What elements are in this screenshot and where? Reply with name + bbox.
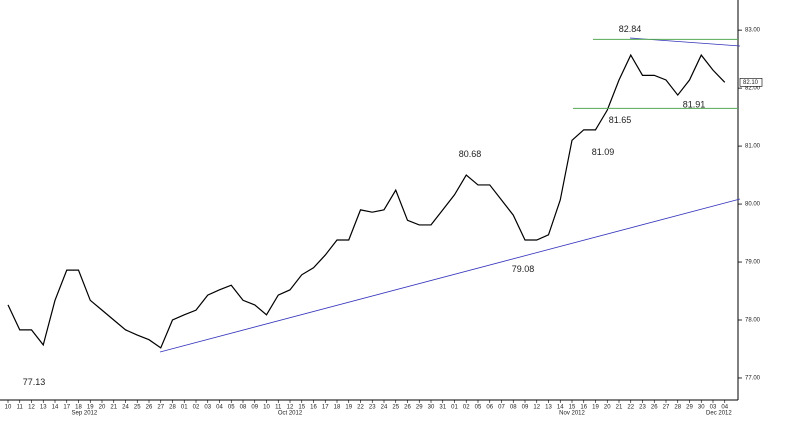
price-annotation: 81.09 xyxy=(592,147,615,157)
price-annotation: 82.84 xyxy=(619,24,642,34)
x-tick-label: 26 xyxy=(404,405,411,411)
x-tick-label: 17 xyxy=(322,405,329,411)
x-tick-label: 16 xyxy=(580,405,587,411)
x-tick-label: 29 xyxy=(686,405,693,411)
price-line xyxy=(7,53,726,349)
y-tick-label: 79.00 xyxy=(745,260,761,266)
month-label: Nov 2012 xyxy=(559,411,585,417)
x-tick-label: 01 xyxy=(451,405,458,411)
x-tick-label: 30 xyxy=(428,405,435,411)
x-tick-label: 06 xyxy=(486,405,493,411)
x-tick-label: 05 xyxy=(475,405,482,411)
x-tick-label: 23 xyxy=(639,405,646,411)
x-tick-label: 26 xyxy=(651,405,658,411)
x-tick-label: 07 xyxy=(498,405,505,411)
y-tick-label: 77.00 xyxy=(745,376,761,382)
x-tick-label: 17 xyxy=(63,405,70,411)
x-tick-label: 26 xyxy=(146,405,153,411)
x-tick-label: 22 xyxy=(357,405,364,411)
x-tick-label: 19 xyxy=(592,405,599,411)
x-tick-label: 19 xyxy=(87,405,94,411)
month-label: Sep 2012 xyxy=(72,411,98,417)
x-tick-label: 21 xyxy=(616,405,623,411)
y-tick-label: 83.00 xyxy=(745,28,761,34)
x-tick-label: 18 xyxy=(75,405,82,411)
x-tick-label: 20 xyxy=(604,405,611,411)
price-annotation: 81.65 xyxy=(609,115,632,125)
x-tick-label: 24 xyxy=(122,405,129,411)
x-tick-label: 15 xyxy=(569,405,576,411)
x-tick-label: 15 xyxy=(298,405,305,411)
y-tick-label: 80.00 xyxy=(745,202,761,208)
x-tick-label: 27 xyxy=(663,405,670,411)
x-tick-label: 29 xyxy=(416,405,423,411)
x-tick-label: 02 xyxy=(193,405,200,411)
x-tick-label: 18 xyxy=(334,405,341,411)
x-tick-label: 09 xyxy=(251,405,258,411)
x-tick-label: 04 xyxy=(721,405,728,411)
x-tick-label: 25 xyxy=(392,405,399,411)
x-tick-label: 30 xyxy=(698,405,705,411)
x-tick-label: 16 xyxy=(310,405,317,411)
x-tick-label: 13 xyxy=(545,405,552,411)
x-tick-label: 14 xyxy=(557,405,564,411)
x-tick-label: 10 xyxy=(263,405,270,411)
x-tick-label: 03 xyxy=(710,405,717,411)
price-annotation: 79.08 xyxy=(512,264,535,274)
x-tick-label: 13 xyxy=(40,405,47,411)
price-annotation: 81.91 xyxy=(683,100,706,110)
x-tick-label: 05 xyxy=(228,405,235,411)
y-tick-label: 82.00 xyxy=(745,86,761,92)
x-tick-label: 11 xyxy=(275,405,282,411)
x-tick-label: 09 xyxy=(522,405,529,411)
x-tick-label: 10 xyxy=(5,405,12,411)
x-tick-label: 23 xyxy=(369,405,376,411)
x-tick-label: 08 xyxy=(240,405,247,411)
price-annotation: 77.13 xyxy=(23,377,46,387)
y-tick-label: 78.00 xyxy=(745,318,761,324)
x-tick-label: 28 xyxy=(674,405,681,411)
x-tick-label: 11 xyxy=(17,405,24,411)
x-tick-label: 27 xyxy=(157,405,164,411)
x-tick-label: 19 xyxy=(345,405,352,411)
x-tick-label: 14 xyxy=(52,405,59,411)
x-tick-label: 25 xyxy=(134,405,141,411)
x-tick-label: 03 xyxy=(204,405,211,411)
last-price-box xyxy=(739,78,763,87)
x-tick-label: 20 xyxy=(99,405,106,411)
x-tick-label: 28 xyxy=(169,405,176,411)
x-tick-label: 22 xyxy=(627,405,634,411)
x-tick-label: 01 xyxy=(181,405,188,411)
x-tick-label: 31 xyxy=(439,405,446,411)
price-annotation: 80.68 xyxy=(459,149,482,159)
x-tick-label: 24 xyxy=(381,405,388,411)
x-tick-label: 08 xyxy=(510,405,517,411)
x-tick-label: 04 xyxy=(216,405,223,411)
last-price-label: 82.10 xyxy=(743,80,759,86)
x-tick-label: 21 xyxy=(110,405,117,411)
trend-line-support xyxy=(159,198,741,353)
x-tick-label: 02 xyxy=(463,405,470,411)
x-tick-label: 12 xyxy=(533,405,540,411)
y-tick-label: 81.00 xyxy=(745,144,761,150)
month-label: Dec 2012 xyxy=(706,411,732,417)
x-tick-label: 12 xyxy=(28,405,35,411)
x-tick-label: 12 xyxy=(287,405,294,411)
month-label: Oct 2012 xyxy=(278,411,303,417)
